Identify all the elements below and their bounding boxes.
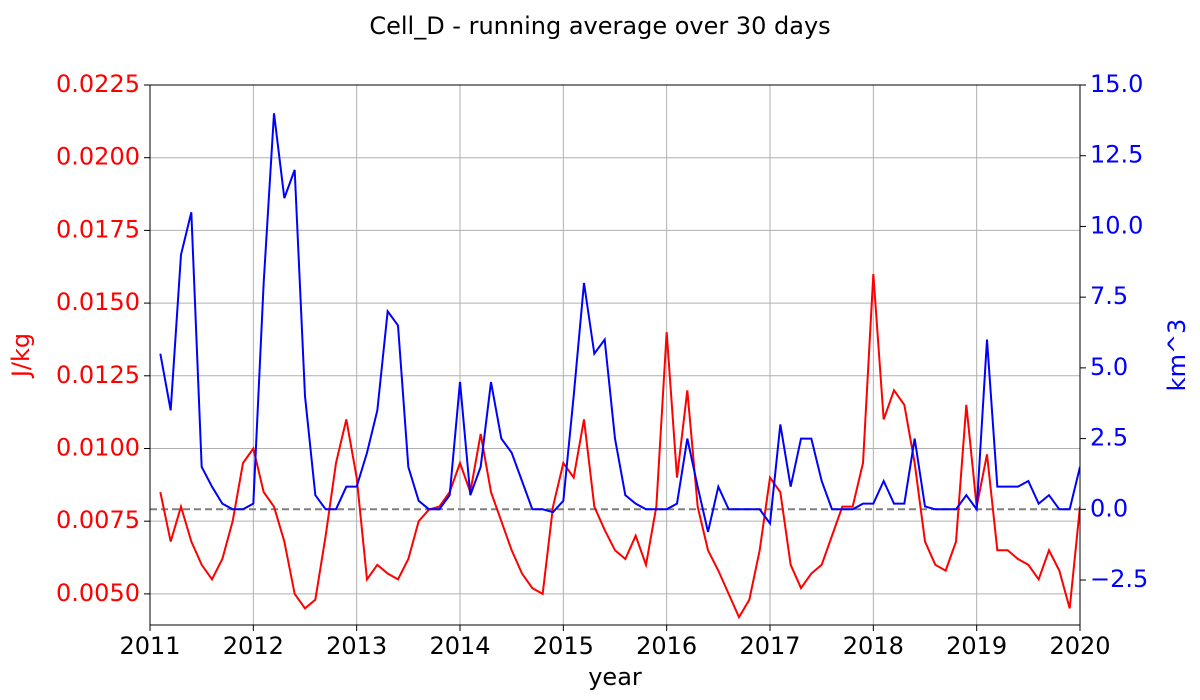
y2-tick-label: 2.5	[1090, 424, 1128, 452]
y-axis-label: J/kg	[7, 333, 35, 379]
y-tick-label: 0.0200	[56, 143, 140, 171]
y2-tick-label: 5.0	[1090, 353, 1128, 381]
series-line	[159, 113, 1080, 533]
y-tick-label: 0.0150	[56, 288, 140, 316]
y2-tick-label: 12.5	[1090, 141, 1143, 169]
chart-title: Cell_D - running average over 30 days	[369, 12, 830, 40]
x-tick-label: 2020	[1049, 632, 1110, 660]
x-tick-label: 2018	[843, 632, 904, 660]
plot-frame	[149, 84, 1081, 626]
x-tick-label: 2013	[326, 632, 387, 660]
y2-tick-label: 15.0	[1090, 70, 1143, 98]
y2-tick-label: 7.5	[1090, 282, 1128, 310]
y-tick-label: 0.0050	[56, 579, 140, 607]
x-tick-label: 2015	[533, 632, 594, 660]
y-tick-label: 0.0100	[56, 433, 140, 461]
y2-tick-label: 0.0	[1090, 494, 1128, 522]
x-axis-label: year	[588, 663, 642, 691]
x-tick-label: 2012	[223, 632, 284, 660]
x-tick-label: 2014	[429, 632, 490, 660]
x-tick-label: 2016	[636, 632, 697, 660]
y2-axis-label: km^3	[1163, 319, 1191, 392]
series-line	[159, 273, 1080, 620]
y2-tick-label: 10.0	[1090, 211, 1143, 239]
y-tick-label: 0.0225	[56, 70, 140, 98]
y2-tick-label: −2.5	[1090, 565, 1148, 593]
y-tick-label: 0.0125	[56, 361, 140, 389]
y-tick-label: 0.0075	[56, 506, 140, 534]
x-tick-label: 2017	[739, 632, 800, 660]
y-tick-label: 0.0175	[56, 215, 140, 243]
x-tick-label: 2019	[946, 632, 1007, 660]
x-tick-label: 2011	[119, 632, 180, 660]
